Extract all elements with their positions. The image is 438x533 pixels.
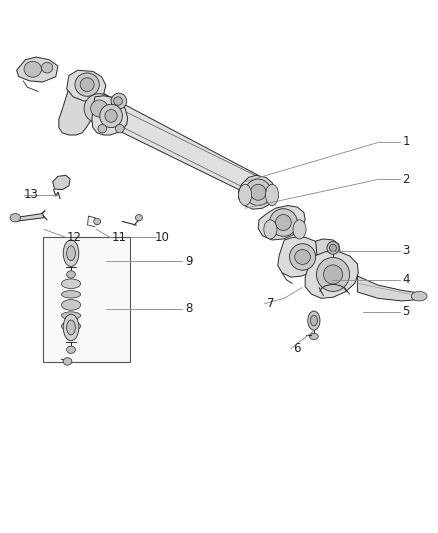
Ellipse shape <box>24 61 42 77</box>
Text: 5: 5 <box>403 305 410 318</box>
Ellipse shape <box>135 215 142 221</box>
Ellipse shape <box>269 209 297 236</box>
Polygon shape <box>14 214 44 221</box>
Ellipse shape <box>75 73 99 96</box>
Ellipse shape <box>310 333 318 340</box>
FancyBboxPatch shape <box>43 237 130 362</box>
Ellipse shape <box>42 62 53 73</box>
Ellipse shape <box>265 184 279 206</box>
Ellipse shape <box>264 220 277 239</box>
Ellipse shape <box>63 240 79 266</box>
Polygon shape <box>305 252 358 298</box>
Text: 10: 10 <box>155 231 170 244</box>
Ellipse shape <box>116 124 124 133</box>
Ellipse shape <box>114 97 122 106</box>
Text: 6: 6 <box>293 342 301 355</box>
Polygon shape <box>316 239 340 259</box>
Text: 3: 3 <box>403 244 410 257</box>
Text: 4: 4 <box>403 273 410 286</box>
Polygon shape <box>59 88 122 135</box>
Polygon shape <box>53 175 70 190</box>
Ellipse shape <box>91 100 108 117</box>
Text: 11: 11 <box>111 231 127 244</box>
Ellipse shape <box>245 179 271 206</box>
Ellipse shape <box>295 249 311 264</box>
Ellipse shape <box>276 215 291 230</box>
Ellipse shape <box>98 124 107 133</box>
Text: 2: 2 <box>403 173 410 185</box>
Ellipse shape <box>94 218 101 224</box>
Ellipse shape <box>100 104 122 127</box>
Ellipse shape <box>67 320 75 335</box>
Ellipse shape <box>61 321 81 331</box>
Ellipse shape <box>329 244 336 252</box>
Text: 8: 8 <box>185 302 192 316</box>
Text: 12: 12 <box>67 231 82 244</box>
Polygon shape <box>258 206 305 240</box>
Ellipse shape <box>67 271 75 278</box>
Ellipse shape <box>111 93 127 109</box>
Ellipse shape <box>80 78 94 92</box>
Ellipse shape <box>10 214 21 222</box>
Ellipse shape <box>61 312 81 319</box>
Ellipse shape <box>61 279 81 288</box>
Polygon shape <box>79 89 262 199</box>
Ellipse shape <box>323 265 343 284</box>
Text: 13: 13 <box>24 189 39 201</box>
Ellipse shape <box>84 94 115 123</box>
Polygon shape <box>278 237 324 277</box>
Ellipse shape <box>67 246 75 261</box>
Ellipse shape <box>251 184 266 200</box>
Ellipse shape <box>63 358 72 365</box>
Ellipse shape <box>293 220 306 239</box>
Polygon shape <box>357 276 420 301</box>
Ellipse shape <box>105 110 117 122</box>
Polygon shape <box>67 70 106 101</box>
Ellipse shape <box>327 241 339 254</box>
Polygon shape <box>17 57 58 82</box>
Ellipse shape <box>308 311 320 330</box>
Ellipse shape <box>239 184 252 206</box>
Ellipse shape <box>61 290 81 298</box>
Text: 1: 1 <box>403 135 410 148</box>
Ellipse shape <box>411 292 427 301</box>
Ellipse shape <box>61 300 81 310</box>
Ellipse shape <box>311 316 318 326</box>
Ellipse shape <box>329 260 336 266</box>
Text: 9: 9 <box>185 255 192 268</box>
Text: 7: 7 <box>268 297 275 310</box>
Polygon shape <box>239 175 276 209</box>
Polygon shape <box>92 96 127 135</box>
Ellipse shape <box>290 244 316 270</box>
Ellipse shape <box>63 314 79 341</box>
Ellipse shape <box>67 346 75 353</box>
Ellipse shape <box>317 257 350 292</box>
